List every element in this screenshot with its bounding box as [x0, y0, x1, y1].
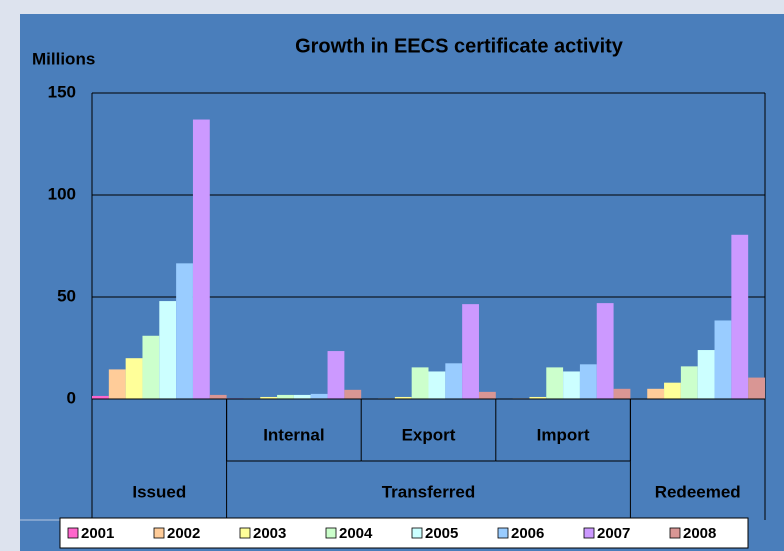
y-tick-label: 50 — [57, 286, 76, 305]
legend-swatch — [583, 527, 595, 539]
bar — [176, 263, 193, 399]
y-axis-label: Millions — [32, 49, 95, 68]
bar — [697, 350, 715, 399]
bar — [428, 371, 446, 399]
bar — [647, 388, 665, 399]
bar — [529, 396, 547, 399]
bar — [92, 395, 109, 399]
bar — [411, 367, 429, 399]
legend-swatch — [497, 527, 509, 539]
bar — [731, 234, 749, 399]
bar — [327, 351, 345, 399]
legend-label: 2007 — [597, 525, 630, 542]
bar — [462, 304, 479, 399]
bar — [142, 335, 160, 399]
bar — [125, 358, 143, 399]
bar — [344, 389, 362, 399]
legend-label: 2003 — [253, 525, 286, 542]
legend-label: 2002 — [167, 525, 200, 542]
bar — [664, 382, 681, 399]
x-tick-label: Export — [402, 425, 456, 444]
legend-label: 2006 — [511, 525, 544, 542]
bar — [748, 377, 765, 399]
bar — [159, 301, 177, 399]
legend-swatch — [669, 527, 681, 539]
chart-title: Growth in EECS certificate activity — [295, 35, 624, 57]
y-tick-label: 0 — [67, 388, 76, 407]
bar — [579, 364, 597, 399]
bar — [613, 388, 631, 399]
bar — [714, 320, 732, 399]
bar — [192, 119, 210, 400]
group-label: Redeemed — [655, 482, 741, 501]
legend-label: 2005 — [425, 525, 458, 542]
bar — [277, 394, 294, 399]
bar — [563, 371, 580, 399]
legend-box — [59, 517, 749, 549]
bar — [680, 366, 698, 399]
legend-label: 2008 — [683, 525, 716, 542]
bar — [478, 391, 496, 399]
legend-swatch — [239, 527, 251, 539]
group-label: Issued — [132, 482, 186, 501]
x-tick-label: Internal — [263, 425, 324, 444]
legend-swatch — [411, 527, 423, 539]
bar — [445, 363, 463, 399]
legend-swatch — [153, 527, 165, 539]
x-tick-label: Import — [537, 425, 590, 444]
bar — [596, 303, 614, 399]
legend-swatch — [67, 527, 79, 539]
bar — [293, 394, 311, 399]
bar — [546, 367, 564, 399]
bar — [209, 394, 227, 399]
y-tick-label: 100 — [48, 184, 76, 203]
bar — [260, 396, 278, 399]
slide-panel — [20, 14, 784, 551]
bar — [310, 393, 328, 399]
legend-swatch — [325, 527, 337, 539]
y-tick-label: 150 — [48, 82, 76, 101]
group-label: Transferred — [382, 482, 476, 501]
legend-label: 2001 — [81, 525, 114, 542]
bar — [108, 369, 126, 399]
legend-label: 2004 — [339, 525, 373, 542]
bar — [394, 396, 412, 399]
